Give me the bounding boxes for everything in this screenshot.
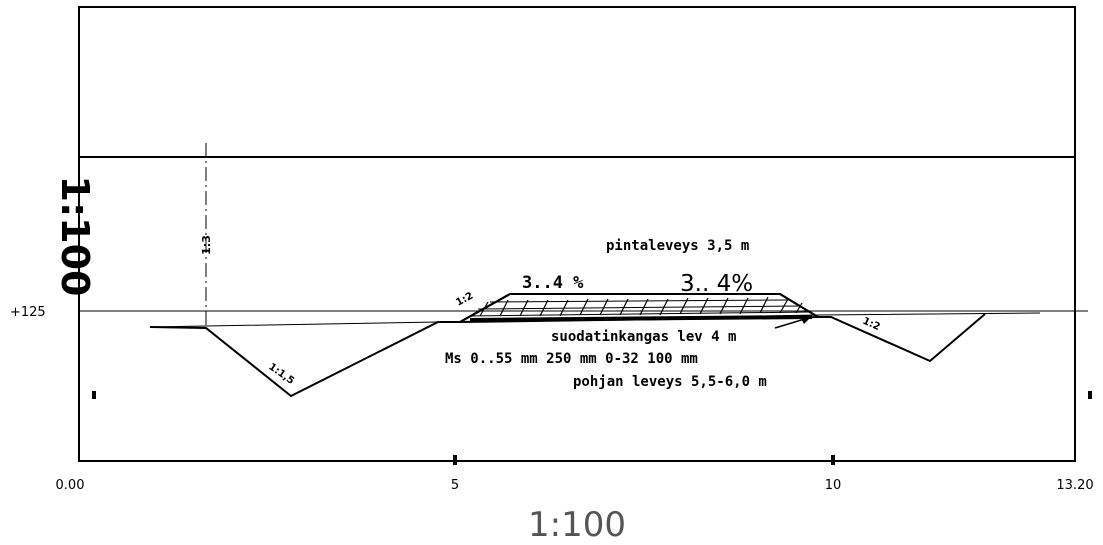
terrain-profile bbox=[149, 293, 986, 398]
station-label-end: 13.20 bbox=[1056, 478, 1093, 493]
station-tick-10 bbox=[831, 455, 835, 465]
station-label-start: 0.00 bbox=[56, 478, 85, 493]
ditch-slope-right-label: 1:2 bbox=[861, 316, 882, 333]
surface-width-label: pintaleveys 3,5 m bbox=[606, 238, 749, 254]
horizontal-scale-label: 1:100 bbox=[528, 505, 626, 545]
layers-label: Ms 0..55 mm 250 mm 0-32 100 mm bbox=[445, 351, 698, 367]
station-tick-5 bbox=[453, 455, 457, 465]
filter-fabric-line bbox=[469, 315, 813, 322]
filter-fabric-label: suodatinkangas lev 4 m bbox=[551, 329, 736, 345]
ditch-slope-left-label: 1:1,5 bbox=[266, 361, 296, 386]
centerline-marker-label: 1:3 bbox=[200, 235, 213, 255]
embankment-slope-left-label: 1:2 bbox=[454, 291, 475, 309]
slope-right-label: 3.. 4% bbox=[680, 271, 753, 297]
elevation-label: +125 bbox=[10, 305, 46, 320]
bottom-width-label: pohjan leveys 5,5-6,0 m bbox=[573, 374, 767, 390]
aggregate-layer-hatch bbox=[469, 296, 811, 317]
slope-left-label: 3..4 % bbox=[522, 273, 584, 293]
station-label-5: 5 bbox=[451, 478, 459, 493]
filter-fabric-arrowhead bbox=[800, 317, 811, 324]
tick-mark-left bbox=[92, 391, 96, 399]
vertical-scale-label: 1:100 bbox=[53, 176, 97, 297]
station-label-10: 10 bbox=[825, 478, 842, 493]
tick-mark-right bbox=[1088, 391, 1092, 399]
drawing-frame bbox=[78, 6, 1076, 462]
